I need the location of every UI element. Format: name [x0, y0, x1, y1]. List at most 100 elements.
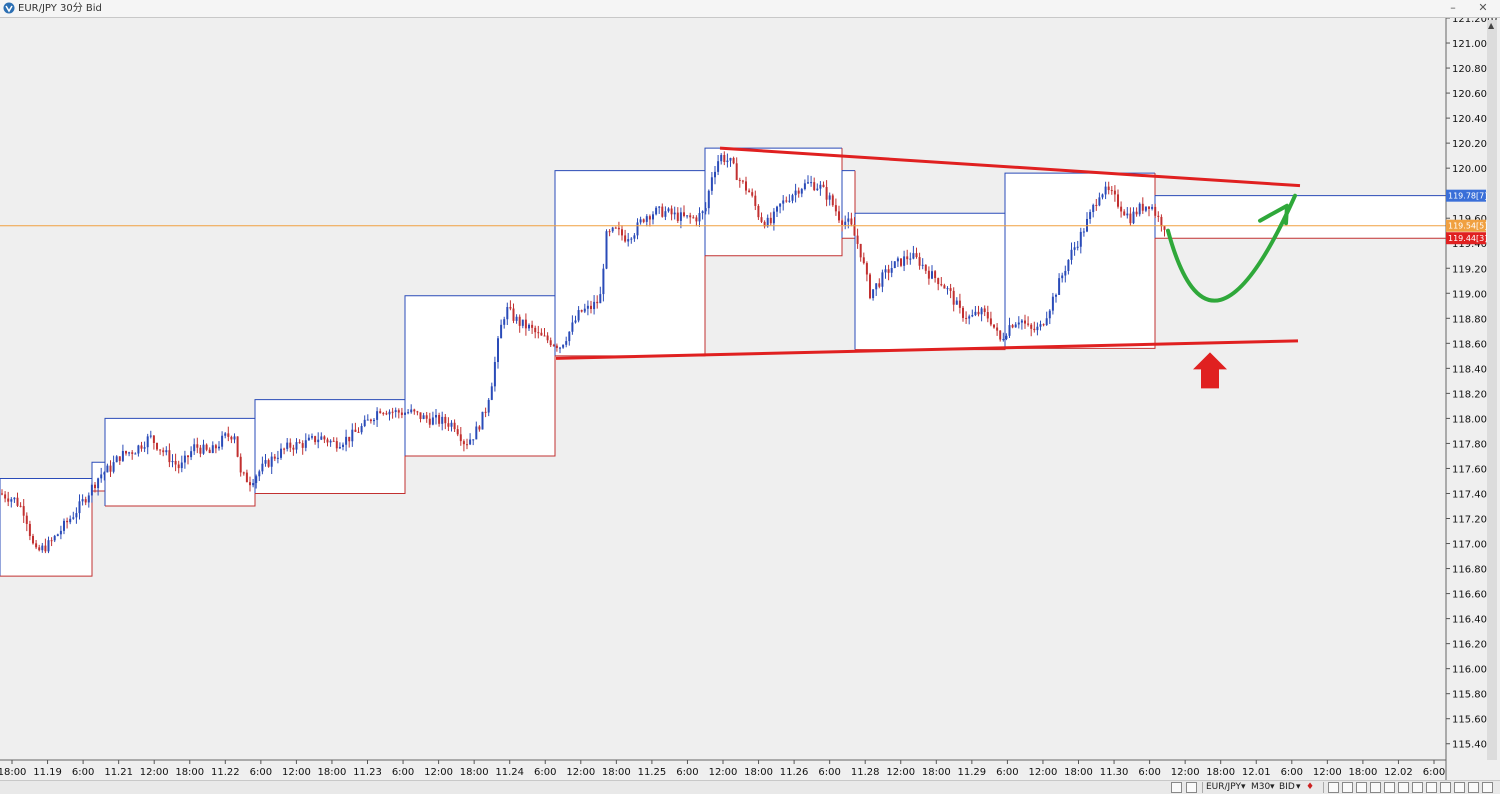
candle-body	[32, 535, 34, 544]
candle-body	[856, 235, 859, 244]
candle-body	[431, 417, 434, 425]
chart-type-icon[interactable]	[1328, 782, 1339, 793]
zoom-out-icon[interactable]	[1398, 782, 1409, 793]
scroll-left-icon[interactable]	[1171, 782, 1182, 793]
candle-body	[1141, 203, 1144, 211]
candle-body	[546, 335, 549, 341]
candle-body	[1039, 324, 1042, 327]
candle-body	[968, 316, 971, 319]
candle-body	[1129, 213, 1132, 224]
crosshair-icon[interactable]	[1412, 782, 1423, 793]
candle-body	[686, 215, 689, 217]
minimize-button[interactable]: –	[1450, 1, 1456, 14]
candle-body	[602, 268, 605, 295]
candle-body	[887, 269, 890, 273]
line-chart-icon[interactable]	[1342, 782, 1353, 793]
symbol-selector[interactable]: EUR/JPY	[1206, 782, 1241, 792]
y-tick-label: 120.40[0	[1452, 114, 1497, 125]
x-tick-label: 11.23	[353, 767, 382, 778]
candle-body	[562, 344, 565, 348]
candle-body	[723, 155, 726, 163]
search-icon[interactable]	[1482, 782, 1493, 793]
candle-body	[1151, 206, 1154, 209]
candle-body	[980, 308, 983, 315]
candle-body	[292, 447, 295, 450]
candle-body	[692, 217, 695, 219]
candle-body	[503, 319, 506, 325]
candle-body	[326, 439, 329, 443]
y-tick-label: 117.80[0	[1452, 439, 1497, 450]
candle-body	[679, 212, 682, 221]
candle-body	[822, 184, 825, 188]
draw-tool-icon[interactable]	[1426, 782, 1437, 793]
x-tick-label: 12:00	[1171, 767, 1200, 778]
candle-body	[648, 216, 651, 220]
candle-body	[776, 206, 778, 212]
candle-body	[971, 315, 974, 317]
timeframe-selector[interactable]: M30	[1251, 782, 1271, 792]
trendline[interactable]	[555, 339, 1299, 360]
candle-body	[1144, 206, 1147, 211]
fibonacci-icon[interactable]	[1454, 782, 1465, 793]
candle-body	[714, 171, 716, 178]
candle-body	[4, 494, 7, 499]
candle-body	[125, 451, 127, 454]
candle-body	[391, 411, 394, 413]
candle-body	[1107, 186, 1110, 191]
candle-body	[466, 444, 468, 446]
candle-body	[283, 448, 286, 450]
bar-chart-icon[interactable]	[1356, 782, 1367, 793]
candle-body	[1011, 325, 1014, 328]
candle-body	[267, 460, 270, 467]
candle-body	[893, 261, 896, 269]
candle-body	[413, 409, 416, 412]
properties-icon[interactable]	[1440, 782, 1451, 793]
y-tick-label: 119.20[0	[1452, 264, 1497, 275]
candle-body	[205, 444, 208, 450]
close-button[interactable]: ✕	[1478, 1, 1488, 14]
candle-body	[841, 220, 844, 225]
candle-body	[314, 436, 317, 443]
price-tag	[1446, 232, 1486, 245]
candle-body	[162, 450, 165, 453]
candle-body	[999, 330, 1002, 340]
x-tick-label: 18:00	[1206, 767, 1235, 778]
x-tick-label: 6:00	[72, 767, 94, 778]
candle-body	[1076, 246, 1079, 248]
candle-body	[450, 422, 453, 427]
session-high-edge	[254, 399, 405, 494]
up-arrow[interactable]	[1193, 352, 1227, 389]
candle-body	[528, 324, 530, 329]
y-tick-label: 120.60[0	[1452, 89, 1497, 100]
candle-body	[329, 440, 332, 443]
scroll-right-icon[interactable]	[1186, 782, 1197, 793]
candle-body	[397, 410, 400, 413]
zoom-in-icon[interactable]	[1384, 782, 1395, 793]
candle-body	[1113, 190, 1116, 195]
candle-body	[1079, 231, 1082, 247]
indicator-icon[interactable]: ♦	[1306, 782, 1315, 792]
projection-curve[interactable]	[1166, 193, 1297, 303]
candle-body	[242, 472, 245, 474]
trendline[interactable]	[719, 146, 1301, 188]
session-box	[705, 148, 842, 256]
candle-body	[456, 429, 459, 435]
vertical-scrollbar[interactable]	[1487, 20, 1497, 760]
candle-body	[676, 212, 679, 221]
candle-body	[636, 222, 639, 236]
scroll-up-icon[interactable]: ▲	[1488, 21, 1495, 30]
candle-body	[419, 412, 422, 419]
settings-icon[interactable]	[1468, 782, 1479, 793]
candle-body	[689, 215, 692, 218]
candle-body	[159, 449, 162, 451]
candle-chart-icon[interactable]	[1370, 782, 1381, 793]
price-type-selector[interactable]: BID	[1279, 782, 1295, 792]
candle-body	[695, 217, 698, 222]
candle-body	[642, 219, 645, 222]
session-box	[855, 213, 1005, 350]
candle-body	[943, 285, 946, 289]
candlestick-chart[interactable]: 115.40[0 115.60[0 115.80[0 116.00[0 116.20[0…	[0, 18, 1500, 780]
candle-body	[624, 235, 627, 242]
candle-body	[66, 520, 69, 523]
candle-body	[543, 335, 546, 337]
